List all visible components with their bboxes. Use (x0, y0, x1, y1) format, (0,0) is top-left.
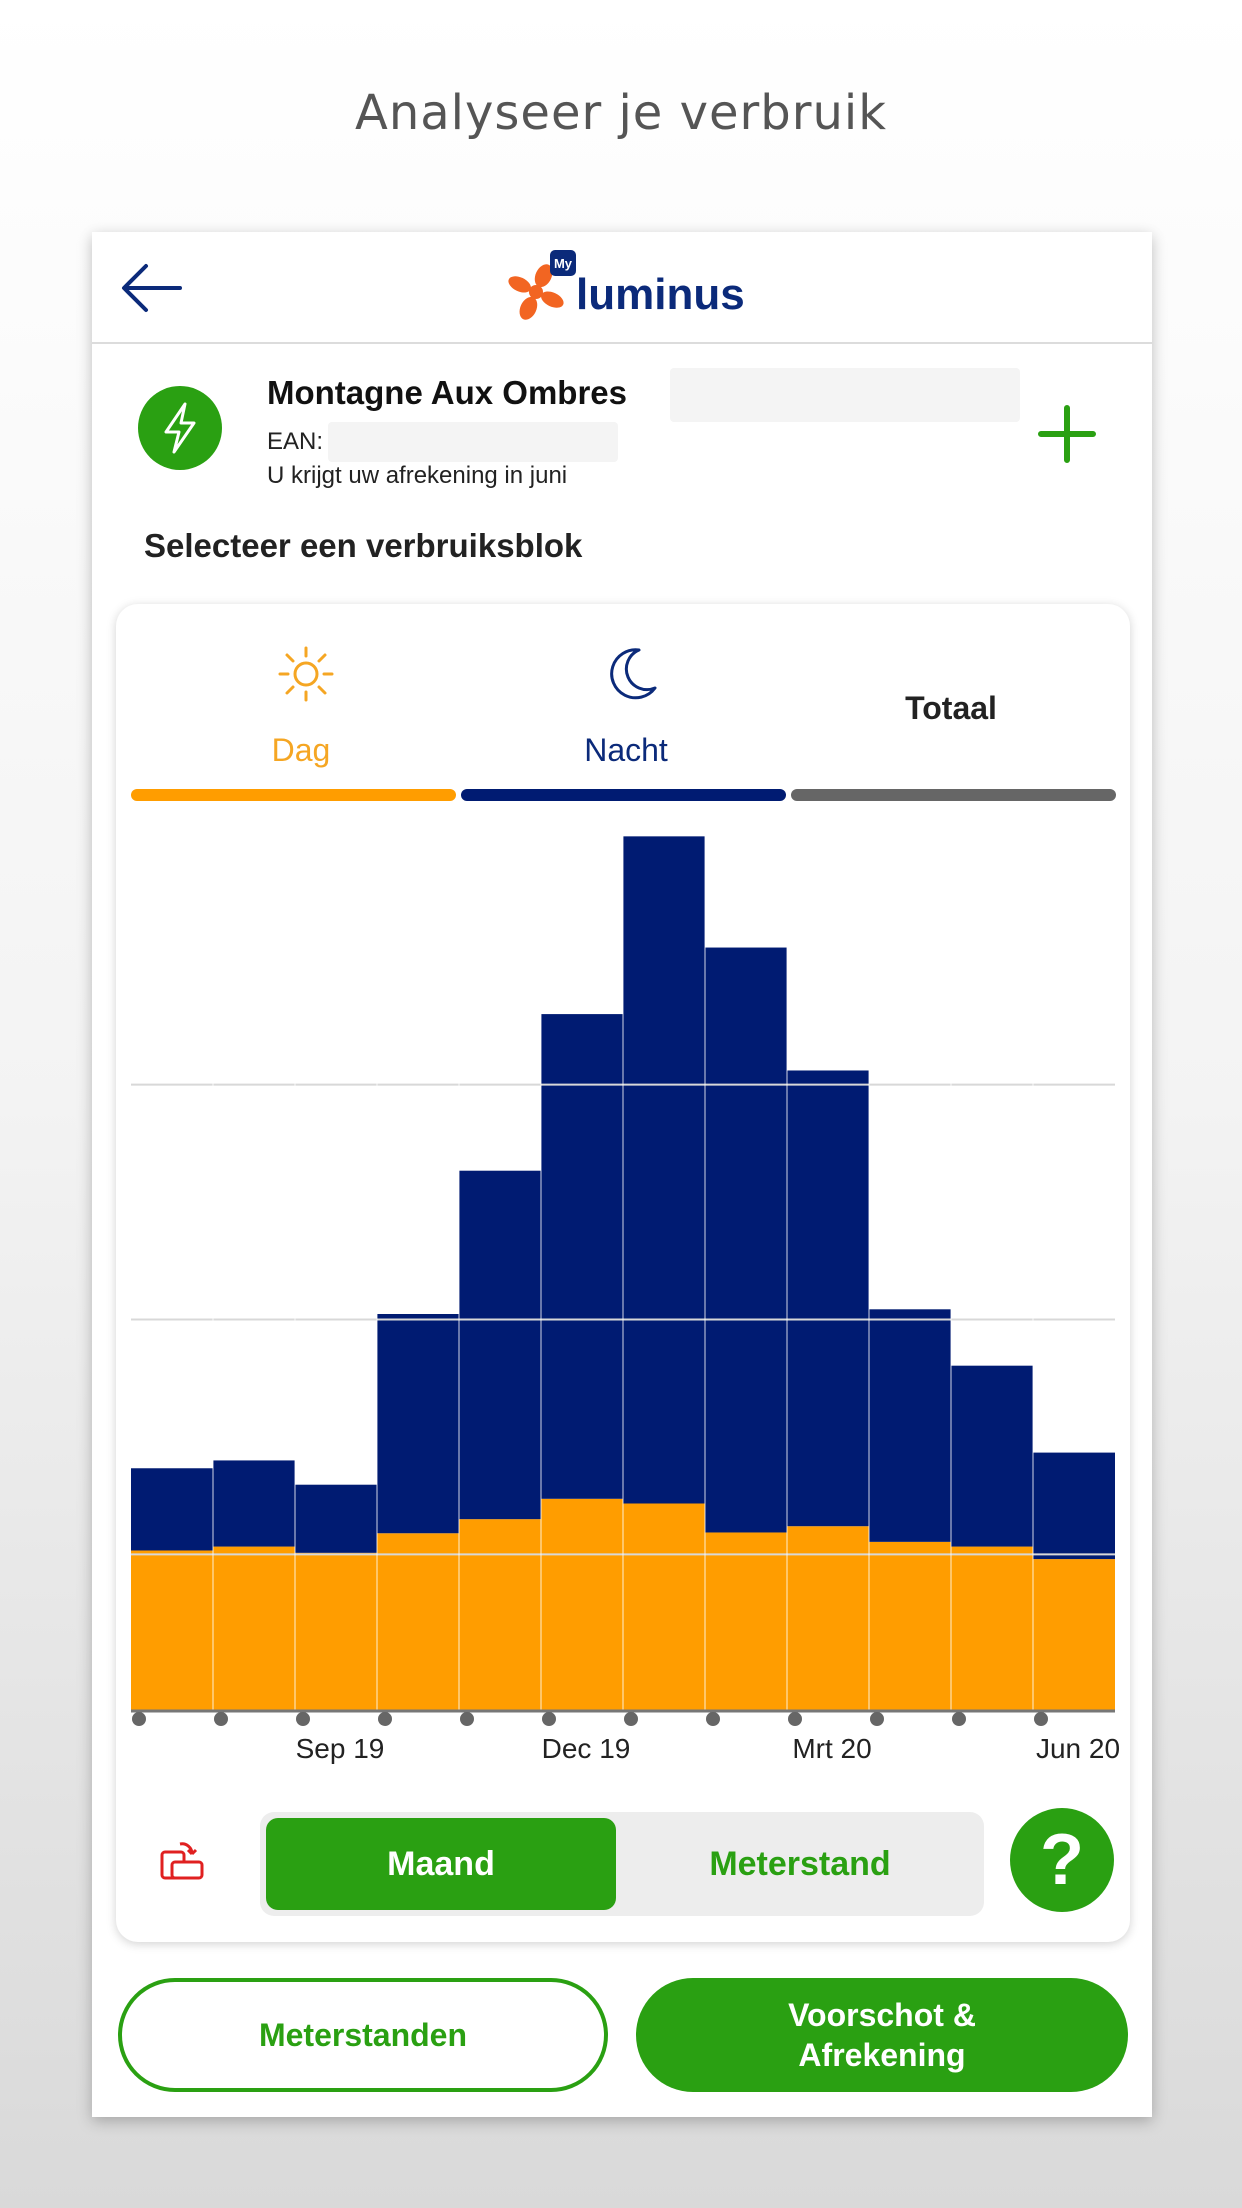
tick-dot-9 (870, 1712, 884, 1726)
tab-dag-indicator (131, 789, 456, 801)
bar-nacht-6[interactable] (623, 836, 705, 1504)
bar-dag-7[interactable] (705, 1532, 787, 1711)
bar-nacht-1[interactable] (213, 1460, 295, 1547)
logo-text: luminus (576, 270, 745, 319)
bar-nacht-0[interactable] (131, 1468, 213, 1551)
meterstanden-button[interactable]: Meterstanden (118, 1978, 608, 2092)
redacted-address (670, 368, 1020, 422)
tick-dot-5 (542, 1712, 556, 1726)
my-badge: My (550, 250, 576, 276)
bar-nacht-2[interactable] (295, 1484, 377, 1553)
bar-nacht-5[interactable] (541, 1014, 623, 1499)
tick-dot-10 (952, 1712, 966, 1726)
bar-nacht-3[interactable] (377, 1314, 459, 1534)
bar-dag-1[interactable] (213, 1546, 295, 1711)
x-tick-label: Jun 20 (1035, 1733, 1121, 1764)
x-tick-label: Mrt 20 (792, 1733, 872, 1764)
tick-dot-6 (624, 1712, 638, 1726)
bar-nacht-10[interactable] (951, 1365, 1033, 1547)
bar-nacht-4[interactable] (459, 1170, 541, 1520)
tick-dot-4 (460, 1712, 474, 1726)
bar-dag-8[interactable] (787, 1526, 869, 1711)
headline: Analyseer je verbruik (354, 85, 888, 141)
x-tick-label: Sep 19 (295, 1733, 385, 1764)
tick-dot-11 (1034, 1712, 1048, 1726)
toggle-meterstand-button[interactable]: Meterstand (709, 1844, 891, 1883)
tick-dot-1 (214, 1712, 228, 1726)
tick-dot-3 (378, 1712, 392, 1726)
billing-note: U krijgt uw afrekening in juni (267, 462, 568, 489)
consumption-card: Dag Nacht Totaal Sep 19 Dec 19 Mrt 20 Jun 2… (116, 604, 1130, 1942)
account-name: Montagne Aux Ombres (267, 374, 627, 411)
view-toggle: Maand Meterstand (260, 1812, 984, 1916)
consumption-chart (131, 834, 1115, 1726)
tab-dag-label: Dag (271, 732, 331, 768)
bar-dag-9[interactable] (869, 1541, 951, 1711)
electricity-badge (138, 386, 222, 470)
bar-dag-11[interactable] (1033, 1559, 1115, 1711)
tick-dot-2 (296, 1712, 310, 1726)
bar-nacht-7[interactable] (705, 947, 787, 1533)
bar-nacht-8[interactable] (787, 1070, 869, 1527)
bar-dag-0[interactable] (131, 1550, 213, 1711)
section-title: Selecteer een verbruiksblok (144, 527, 583, 564)
tab-nacht-indicator (461, 789, 786, 801)
bar-dag-2[interactable] (295, 1552, 377, 1711)
account-header: Montagne Aux Ombres EAN: U krijgt uw afr… (92, 344, 1152, 514)
redacted-ean (328, 422, 618, 462)
voorschot-afrekening-button[interactable]: Voorschot & Afrekening (636, 1978, 1128, 2092)
bar-dag-6[interactable] (623, 1503, 705, 1711)
tick-dot-0 (132, 1712, 146, 1726)
bar-dag-3[interactable] (377, 1533, 459, 1711)
bar-nacht-9[interactable] (869, 1309, 951, 1542)
moon-icon (610, 648, 657, 700)
back-arrow-icon[interactable] (120, 262, 182, 314)
tick-dot-8 (788, 1712, 802, 1726)
rotate-screen-icon[interactable] (158, 1840, 206, 1882)
tab-dag[interactable]: Dag (136, 604, 466, 804)
help-button[interactable]: ? (1010, 1808, 1114, 1912)
top-bar: My luminus (92, 232, 1152, 344)
bar-dag-4[interactable] (459, 1519, 541, 1711)
my-badge-text: My (553, 256, 573, 271)
sun-icon (278, 646, 334, 702)
tab-nacht-label: Nacht (584, 732, 668, 768)
toggle-maand-button[interactable]: Maand (266, 1818, 616, 1910)
tick-dot-7 (706, 1712, 720, 1726)
bar-dag-5[interactable] (541, 1498, 623, 1711)
bar-dag-10[interactable] (951, 1546, 1033, 1711)
tab-totaal[interactable]: Totaal (786, 604, 1116, 804)
luminus-logo: My luminus (504, 250, 754, 330)
tab-nacht[interactable]: Nacht (461, 604, 791, 804)
ean-label: EAN: (267, 428, 324, 455)
app-screen: My luminus Montagne Aux Ombres EAN: U kr… (92, 232, 1152, 2117)
tab-totaal-indicator (791, 789, 1116, 801)
lightning-bolt-icon (164, 402, 196, 454)
tab-totaal-label: Totaal (905, 690, 997, 726)
luminus-flower-icon (508, 264, 564, 320)
bar-nacht-11[interactable] (1033, 1452, 1115, 1560)
x-tick-label: Dec 19 (541, 1733, 631, 1764)
add-account-icon[interactable] (1037, 404, 1097, 464)
